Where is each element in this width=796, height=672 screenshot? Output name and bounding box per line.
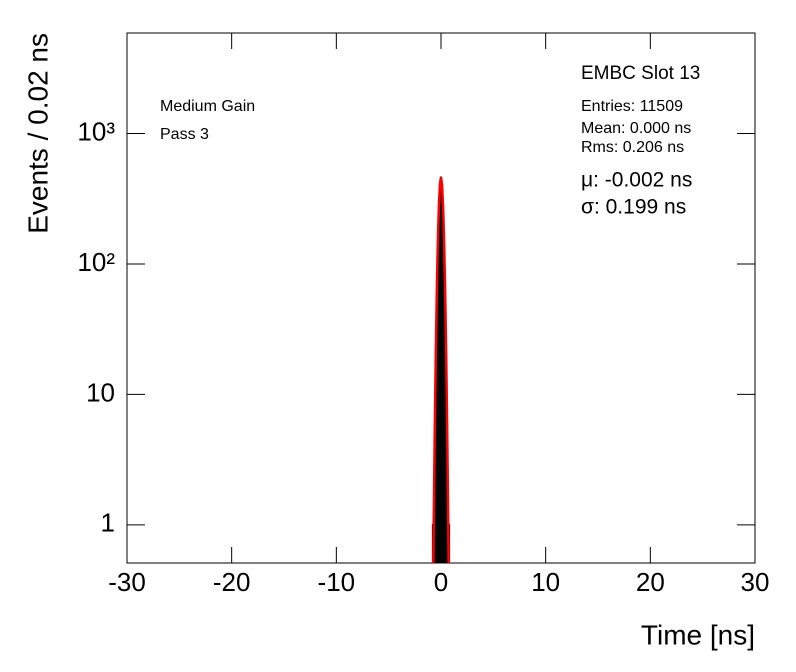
annotation: Medium Gain xyxy=(160,98,255,115)
annotation: Pass 3 xyxy=(160,126,209,143)
y-tick-label: 10 xyxy=(86,377,115,407)
y-tick-label: 1 xyxy=(101,508,115,538)
x-tick-label: 30 xyxy=(741,567,770,597)
fit-curve xyxy=(432,177,450,563)
stats-mean: Mean: 0.000 ns xyxy=(581,120,691,137)
y-tick-label: 10² xyxy=(77,247,115,277)
stats-title: EMBC Slot 13 xyxy=(581,63,700,84)
fit-mu: μ: -0.002 ns xyxy=(581,169,692,192)
fit-sigma: σ: 0.199 ns xyxy=(581,196,686,219)
x-tick-label: -20 xyxy=(213,567,251,597)
stats-entries: Entries: 11509 xyxy=(581,98,683,115)
stats-rms: Rms: 0.206 ns xyxy=(581,139,684,156)
y-tick-label: 10³ xyxy=(77,116,115,146)
x-tick-label: 20 xyxy=(636,567,665,597)
x-tick-label: -30 xyxy=(108,567,146,597)
y-axis-label: Events / 0.02 ns xyxy=(22,33,53,234)
x-tick-label: 10 xyxy=(531,567,560,597)
x-axis-label: Time [ns] xyxy=(641,619,755,650)
plot-area xyxy=(431,176,451,563)
x-tick-label: -10 xyxy=(318,567,356,597)
x-tick-label: 0 xyxy=(434,567,448,597)
